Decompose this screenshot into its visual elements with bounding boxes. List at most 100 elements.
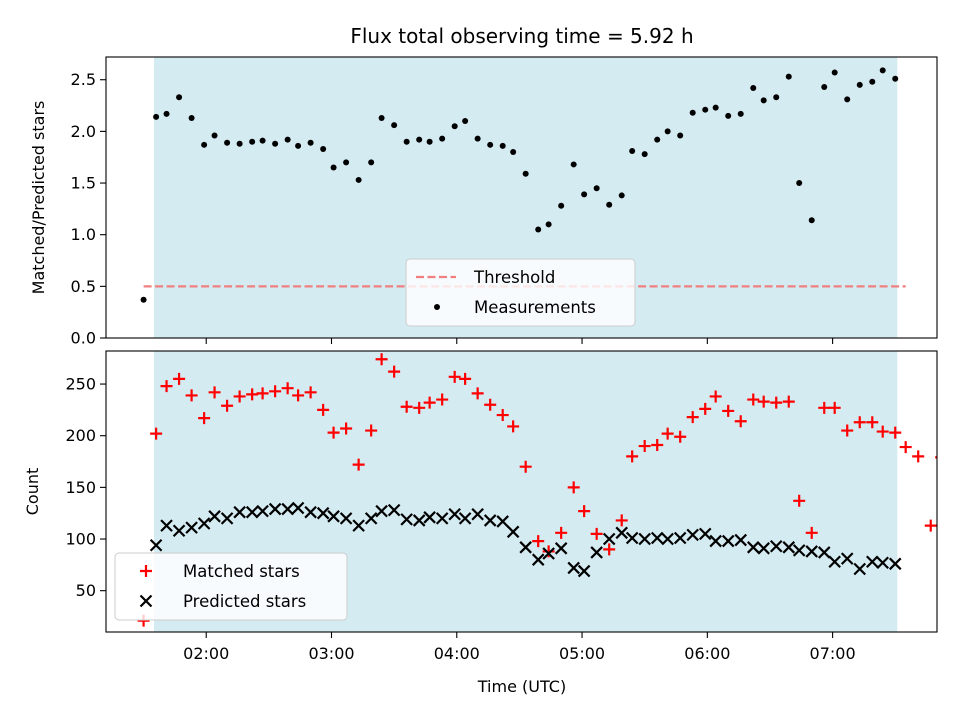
measurement-point [451,123,458,130]
matched-point [603,543,616,556]
measurement-point [558,202,565,209]
predicted-point [567,561,580,575]
predicted-point [709,534,722,548]
matched-point [734,415,747,428]
matched-point [233,390,246,403]
measurement-point [343,159,350,166]
measurement-point [439,135,446,142]
predicted-point [686,528,699,542]
y-tick-label: 100 [65,530,96,549]
axes-frame [105,350,938,633]
x-tick-label: 03:00 [308,644,354,663]
matched-point [828,401,841,414]
measurement-point [821,83,828,90]
matched-point [292,389,305,402]
matched-point [912,450,925,463]
measurement-point [545,221,552,228]
measurement-point [760,97,767,104]
x-axis-label: Time (UTC) [477,677,566,696]
matched-point [150,427,163,440]
matched-point [208,386,221,399]
matched-point [770,396,783,409]
predicted-point [400,513,413,526]
y-tick-label: 200 [65,426,96,445]
measurement-point [844,96,851,103]
measurement-point [892,75,899,82]
predicted-point [220,512,234,525]
predicted-point [625,531,639,545]
predicted-point [650,531,664,545]
y-tick-label: 0.0 [71,329,96,348]
measurement-point [462,118,469,125]
measurement-point [831,69,838,76]
predicted-point [721,534,735,548]
measurement-point [224,139,231,146]
measurement-point [879,67,886,74]
x-tick-label: 06:00 [684,644,730,663]
matched-point [818,401,831,414]
measurement-point [140,296,147,303]
legend-label: Threshold [473,268,555,287]
measurement-point [702,106,709,113]
matched-point [448,370,461,383]
predicted-point [876,556,889,570]
measurement-point [259,137,266,144]
panel-count: 50 100 150 200 250 02:00 03:00 04:00 05:00 06:00 0… [23,350,938,663]
measurement-point [510,149,517,156]
y-tick-label: 0.5 [71,277,96,296]
predicted-point [734,533,748,547]
predicted-point [291,501,305,515]
matched-point [924,519,937,532]
matched-point [281,382,294,395]
predicted-point [327,510,340,523]
predicted-point [590,546,603,559]
measurement-point [796,180,803,187]
measurement-point [712,104,719,111]
predicted-point [149,538,163,552]
matched-point [615,514,628,527]
predicted-point [782,541,796,554]
measurement-point [869,78,876,85]
y-axis-label: Matched/Predicted stars [29,101,48,295]
matched-point [674,430,687,443]
predicted-point [519,541,532,554]
matched-point [889,426,902,439]
matched-point [532,535,545,548]
measurement-point [320,145,327,152]
matched-point [269,385,282,398]
matched-point [757,395,770,408]
y-tick-label: 2.0 [71,122,96,141]
legend-matched-swatch [140,565,152,577]
predicted-point [888,557,902,571]
legend: Threshold Measurements [405,258,636,327]
matched-point [256,387,269,400]
y-tick-label: 1.0 [71,225,96,244]
predicted-point [281,502,294,516]
measurement-point [416,136,423,143]
predicted-point [615,526,628,540]
predicted-point [542,547,555,560]
measurement-point [664,128,671,135]
measurement-point [593,185,600,192]
matched-point [782,395,795,408]
measurement-point [499,142,506,149]
predicted-point [577,564,591,578]
matched-point [173,372,186,385]
series-markers [137,353,937,627]
predicted-point [304,505,317,519]
series-markers [140,67,899,303]
predicted-point [638,532,651,546]
measurement-point [176,94,183,101]
predicted-point [208,510,221,523]
measurement-point [426,138,433,145]
matched-point [805,526,818,539]
measurement-point [403,138,410,145]
predicted-point [339,512,353,525]
predicted-point [160,519,173,532]
legend-predicted-swatch [139,594,153,608]
matched-point [304,386,317,399]
matched-point [459,372,472,385]
predicted-point [602,532,616,546]
matched-point [413,401,426,414]
